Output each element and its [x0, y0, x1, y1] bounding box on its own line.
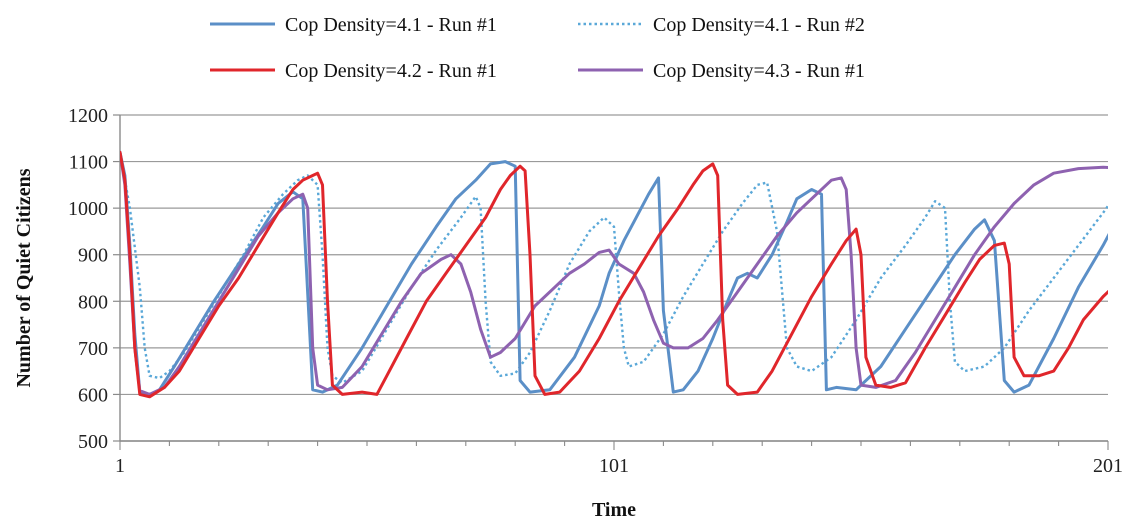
series-line-2 — [120, 152, 1108, 384]
series-lines — [120, 150, 1108, 399]
y-tick-label-500: 500 — [78, 431, 108, 453]
legend-label-4: Cop Density=4.3 - Run #1 — [653, 60, 865, 82]
x-tick-label-201: 201 — [1093, 455, 1122, 477]
legend-label-3: Cop Density=4.2 - Run #1 — [285, 60, 497, 82]
y-tick-label-900: 900 — [78, 245, 108, 267]
series-line-1 — [120, 150, 1108, 397]
y-tick-label-1000: 1000 — [68, 198, 108, 220]
axes: 500 600 700 800 900 1000 1100 1200 1 101 201 — [68, 105, 1122, 477]
legend-label-2: Cop Density=4.1 - Run #2 — [653, 14, 865, 36]
x-tick-label-101: 101 — [599, 455, 629, 477]
legend-item-3: Cop Density=4.2 - Run #1 — [210, 60, 497, 82]
y-tick-label-1200: 1200 — [68, 105, 108, 127]
x-tick-label-1: 1 — [115, 455, 125, 477]
y-tick-label-600: 600 — [78, 384, 108, 406]
y-tick-label-800: 800 — [78, 291, 108, 313]
series-line-3 — [120, 150, 1108, 399]
legend-label-1: Cop Density=4.1 - Run #1 — [285, 14, 497, 36]
x-axis-title: Time — [592, 499, 636, 520]
legend-item-1: Cop Density=4.1 - Run #1 — [210, 14, 497, 36]
legend-item-4: Cop Density=4.3 - Run #1 — [578, 60, 865, 82]
legend: Cop Density=4.1 - Run #1 Cop Density=4.1 … — [210, 14, 865, 82]
y-tick-label-700: 700 — [78, 338, 108, 360]
y-axis-title: Number of Quiet Citizens — [13, 168, 35, 387]
series-line-4 — [120, 150, 1108, 396]
legend-item-2: Cop Density=4.1 - Run #2 — [578, 14, 865, 36]
y-tick-label-1100: 1100 — [69, 152, 108, 174]
